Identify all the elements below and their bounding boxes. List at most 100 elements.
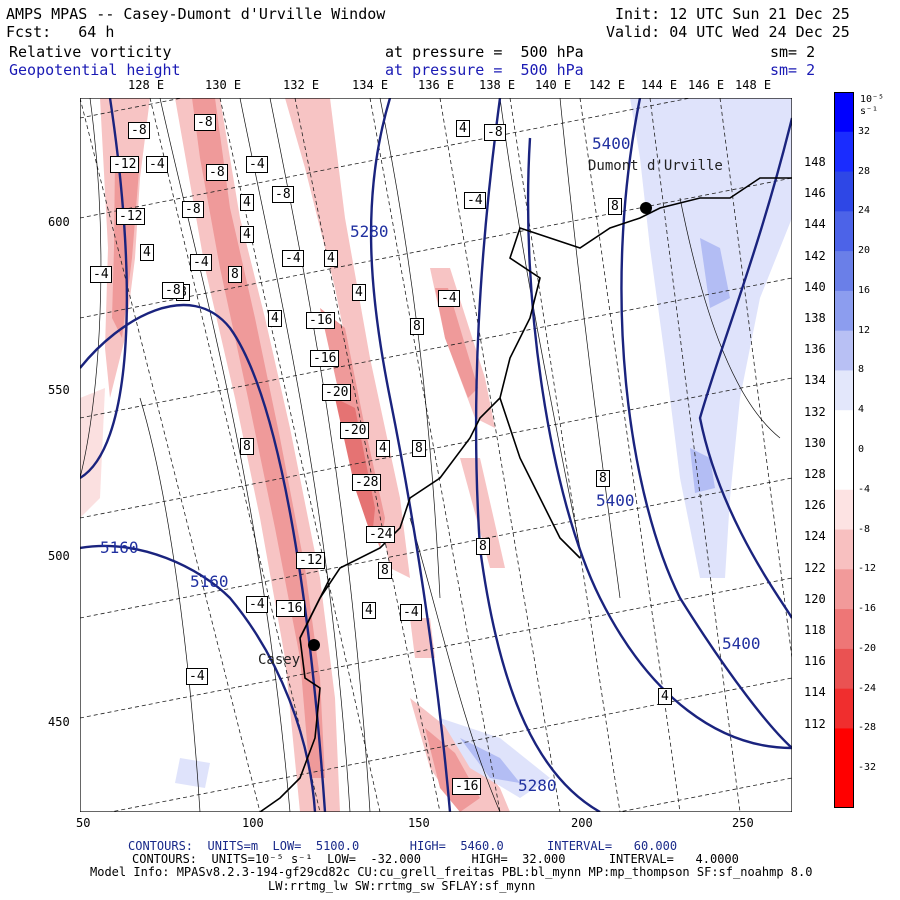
longitude-label: 130 E — [205, 78, 242, 92]
vorticity-label: 4 — [352, 284, 366, 301]
colorbar-swatch — [834, 768, 854, 808]
colorbar-swatch — [834, 290, 854, 332]
colorbar-swatch — [834, 569, 854, 610]
footer-vorticity-contours: CONTOURS: UNITS=10⁻⁵ s⁻¹ LOW= -32.000 HI… — [132, 852, 739, 866]
y-tick-label: 600 — [48, 215, 70, 229]
vorticity-label: 4 — [268, 310, 282, 327]
vorticity-label: -4 — [400, 604, 422, 621]
colorbar-label: -4 — [858, 483, 871, 495]
vorticity-label: 8 — [412, 440, 426, 457]
vorticity-label: 8 — [228, 266, 242, 283]
vorticity-label: 4 — [376, 440, 390, 457]
longitude-label: 132 E — [283, 78, 320, 92]
vorticity-label: -8 — [182, 201, 204, 218]
height-contour-label: 5160 — [100, 538, 139, 557]
field1-smoothing: sm= 2 — [770, 43, 816, 61]
vorticity-label: -4 — [146, 156, 168, 173]
longitude-label: 128 E — [128, 78, 165, 92]
footer-model-info-2: LW:rrtmg_lw SW:rrtmg_sw SFLAY:sf_mynn — [268, 879, 536, 893]
right-longitude-label: 138 E — [804, 311, 841, 325]
height-contour-label: 5400 — [596, 491, 635, 510]
right-longitude-label: 130 E — [804, 435, 841, 450]
colorbar-swatch — [834, 728, 854, 769]
coastline — [259, 177, 792, 812]
colorbar-swatch — [834, 131, 854, 173]
right-longitude-label: 148 E — [804, 155, 841, 169]
x-tick-label: 100 — [242, 816, 264, 830]
colorbar-label: 0 — [858, 444, 865, 455]
colorbar-label: 8 — [858, 364, 865, 376]
right-longitude-label: 140 E — [804, 279, 841, 294]
right-longitude-label: 126 E — [804, 498, 841, 513]
vorticity-contours — [80, 98, 781, 812]
colorbar-label: -24 — [858, 682, 877, 694]
right-longitude-label: 132 E — [804, 404, 841, 419]
vorticity-label: -20 — [340, 422, 370, 439]
colorbar-label: -20 — [858, 642, 877, 654]
field1-level: at pressure = 500 hPa — [385, 43, 584, 61]
colorbar-label: 4 — [858, 404, 865, 416]
right-longitude-label: 134 E — [804, 373, 841, 388]
colorbar-unit: 10⁻⁵ s⁻¹ — [860, 94, 885, 117]
right-longitude-label: 124 E — [804, 529, 841, 544]
height-contour-label: 5400 — [592, 134, 631, 153]
colorbar-label: 28 — [858, 165, 871, 177]
colorbar-label: -12 — [858, 563, 877, 575]
y-tick-label: 550 — [48, 383, 70, 397]
colorbar-label: 24 — [858, 205, 871, 217]
right-longitude-label: 146 E — [804, 186, 841, 201]
height-contour-label: 5160 — [190, 572, 229, 591]
colorbar-swatch — [834, 648, 854, 690]
longitude-label: 144 E — [641, 78, 678, 92]
y-tick-label: 450 — [48, 715, 70, 729]
y-tick-label: 500 — [48, 549, 70, 563]
x-tick-label: 50 — [76, 816, 91, 830]
station-label-dumont: Dumont d'Urville — [588, 158, 723, 174]
longitude-label: 138 E — [479, 78, 516, 92]
colorbar-label: -8 — [858, 523, 871, 535]
right-longitude-label: 114 E — [804, 685, 841, 700]
colorbar-swatch — [834, 251, 854, 292]
colorbar-swatch — [834, 688, 854, 729]
vorticity-label: -12 — [116, 208, 146, 225]
vorticity-label: -12 — [110, 156, 140, 173]
colorbar-swatch — [834, 609, 854, 650]
footer-model-info: Model Info: MPASv8.2.3-194-gf29cd82c CU:… — [90, 865, 813, 879]
vorticity-label: -16 — [276, 600, 306, 617]
vorticity-label: -4 — [186, 668, 208, 685]
vorticity-label: 8 — [476, 538, 490, 555]
vorticity-label: -4 — [464, 192, 486, 209]
colorbar-label: 12 — [858, 324, 871, 336]
x-tick-label: 150 — [408, 816, 430, 830]
longitude-label: 134 E — [352, 78, 389, 92]
colorbar-label: -16 — [858, 603, 877, 615]
colorbar-label: 20 — [858, 245, 871, 257]
vorticity-label: -8 — [162, 282, 184, 299]
field2-level: at pressure = 500 hPa — [385, 61, 584, 79]
height-contour-label: 5280 — [350, 222, 389, 241]
vorticity-label: -4 — [90, 266, 112, 283]
right-longitude-label: 118 E — [804, 623, 841, 637]
field2-name: Geopotential height — [9, 61, 181, 79]
colorbar-swatch — [834, 211, 854, 252]
vorticity-label: -4 — [190, 254, 212, 271]
station-marker-dumont — [640, 202, 652, 214]
vorticity-label: -28 — [352, 474, 382, 491]
colorbar-swatch — [834, 330, 854, 371]
vorticity-label: -8 — [128, 122, 150, 139]
colorbar-label: -32 — [858, 762, 877, 774]
positive-vorticity-shading — [175, 98, 792, 798]
vorticity-label: 4 — [324, 250, 338, 267]
colorbar-label: 32 — [858, 125, 871, 137]
colorbar-swatch — [834, 410, 854, 451]
colorbar — [834, 92, 854, 808]
right-longitude-label: 136 E — [804, 342, 841, 357]
right-longitude-label: 144 E — [804, 217, 841, 232]
vorticity-label: 8 — [378, 562, 392, 579]
forecast-hour: Fcst: 64 h — [6, 23, 115, 41]
vorticity-label: -8 — [272, 186, 294, 203]
longitude-label: 148 E — [735, 78, 772, 92]
vorticity-label: 8 — [596, 470, 610, 487]
right-longitude-label: 116 E — [804, 654, 841, 669]
vorticity-label: 4 — [240, 194, 254, 211]
